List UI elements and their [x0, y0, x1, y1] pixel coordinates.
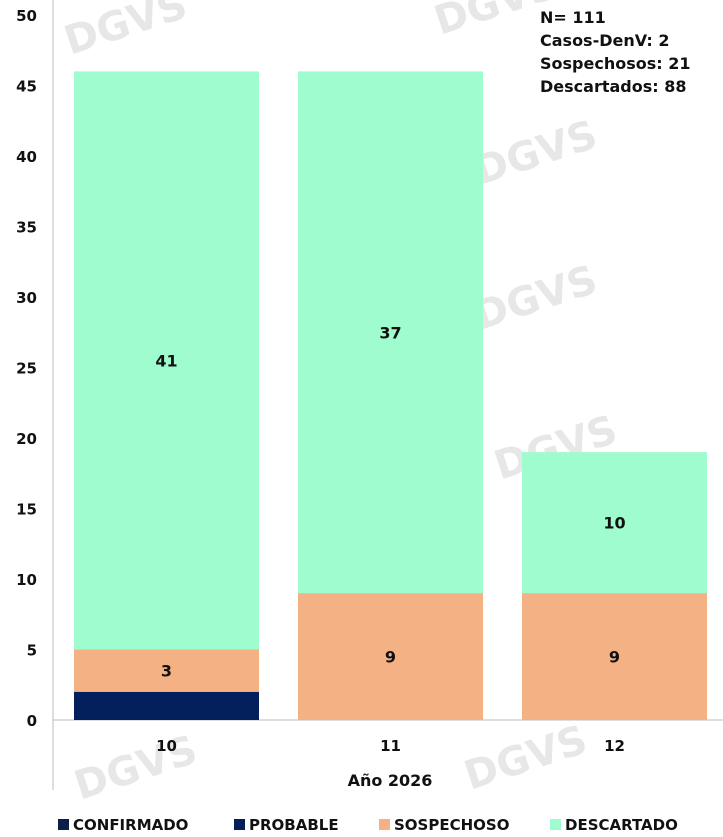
chart-annotations: N= 111 Casos-DenV: 2 Sospechosos: 21 Descar…	[540, 8, 690, 96]
data-label-sospechoso-10: 3	[161, 662, 172, 681]
chart-data-labels: 3 41 9 37 9 10	[155, 323, 625, 680]
y-tick-label: 25	[16, 360, 37, 378]
data-label-descartado-11: 37	[379, 323, 401, 342]
legend-label-confirmado: CONFIRMADO	[73, 816, 188, 834]
y-tick-label: 30	[16, 289, 37, 307]
y-tick-label: 40	[16, 148, 37, 166]
y-tick-label: 0	[27, 712, 37, 730]
legend-label-sospechoso: SOSPECHOSO	[394, 816, 509, 834]
summary-annotation: N= 111	[540, 8, 606, 27]
y-tick-label: 5	[27, 642, 37, 660]
legend-swatch-sospechoso	[379, 819, 390, 830]
y-tick-label: 45	[16, 78, 37, 96]
chart-legend: CONFIRMADO PROBABLE SOSPECHOSO DESCARTADO	[58, 816, 678, 834]
summary-annotation: Sospechosos: 21	[540, 54, 690, 73]
legend-swatch-descartado	[550, 819, 561, 830]
y-tick-label: 35	[16, 219, 37, 237]
bar-segment-descartado-10	[74, 71, 259, 650]
bar-segment-sospechoso-10	[74, 649, 259, 692]
bar-segment-sospechoso-12	[522, 593, 707, 720]
legend-swatch-confirmado	[58, 819, 69, 830]
bar-segment-descartado-12	[522, 452, 707, 594]
bar-segment-sospechoso-11	[298, 593, 483, 720]
x-tick-label: 11	[380, 737, 401, 755]
y-tick-label: 50	[16, 7, 37, 25]
summary-annotation: Descartados: 88	[540, 77, 686, 96]
legend-label-descartado: DESCARTADO	[565, 816, 678, 834]
watermark-logo: DGVS	[469, 257, 603, 340]
x-tick-label: 10	[156, 737, 177, 755]
data-label-descartado-12: 10	[603, 514, 625, 533]
watermark-logo: DGVS	[69, 727, 203, 810]
legend-swatch-probable	[234, 819, 245, 830]
legend-label-probable: PROBABLE	[249, 816, 339, 834]
y-tick-label: 20	[16, 430, 37, 448]
x-axis-title: Año 2026	[348, 771, 433, 790]
bar-segment-probable-10	[74, 691, 259, 720]
watermark-logo: DGVS	[59, 0, 193, 65]
chart-bars	[74, 71, 707, 720]
data-label-sospechoso-12: 9	[609, 648, 620, 667]
data-label-sospechoso-11: 9	[385, 648, 396, 667]
watermark-logo: DGVS	[469, 112, 603, 195]
watermark-logo: DGVS	[459, 717, 593, 800]
bar-segment-descartado-11	[298, 71, 483, 594]
y-tick-label: 15	[16, 501, 37, 519]
x-tick-label: 12	[604, 737, 625, 755]
y-tick-label: 10	[16, 571, 37, 589]
data-label-descartado-10: 41	[155, 351, 177, 370]
summary-annotation: Casos-DenV: 2	[540, 31, 670, 50]
